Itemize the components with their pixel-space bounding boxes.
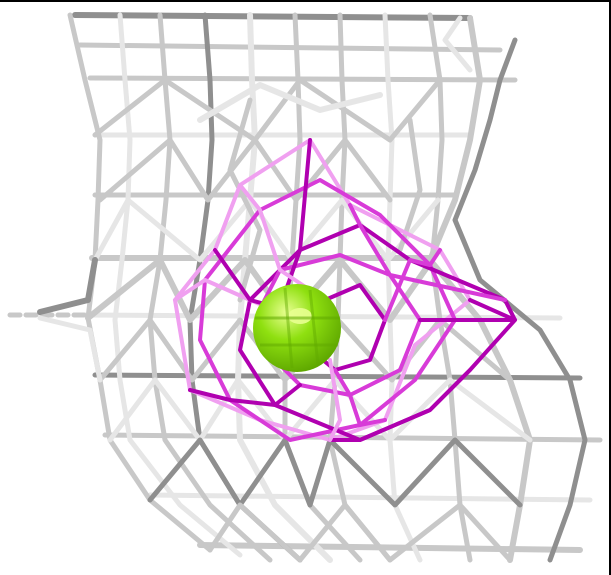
outer-isosurface-mesh <box>7 12 603 563</box>
outer-mesh-brace <box>227 97 263 303</box>
outer-mesh-brace <box>197 82 383 123</box>
outer-mesh-strut <box>147 12 273 563</box>
outer-mesh-brace <box>97 137 393 203</box>
outer-mesh-band <box>197 542 583 553</box>
outer-mesh-brace <box>442 15 473 73</box>
ligand-sphere-crossing-strut <box>283 287 294 369</box>
outer-mesh-brace <box>397 117 423 253</box>
outer-mesh-strut <box>427 12 473 563</box>
inner-mesh-spoke <box>328 368 472 442</box>
viewer-right-border <box>609 0 611 575</box>
outer-mesh-spike <box>37 315 103 383</box>
outer-mesh-strut <box>382 12 423 563</box>
outer-mesh-band <box>72 12 473 21</box>
outer-mesh-brace <box>85 257 435 323</box>
outer-mesh-brace <box>92 197 441 263</box>
inner-mesh-spoke <box>418 298 517 322</box>
outer-mesh-spike <box>37 257 98 315</box>
inner-mesh-spoke <box>333 368 387 427</box>
outer-mesh-brace <box>92 77 443 143</box>
outer-mesh-brace <box>147 437 523 508</box>
ligand-sphere-highlight <box>288 308 312 324</box>
inner-mesh-loop <box>198 178 457 442</box>
ligand-sphere[interactable] <box>253 284 341 372</box>
outer-mesh-strut <box>452 37 588 563</box>
inner-mesh-spoke <box>348 203 507 302</box>
inner-mesh-spoke <box>328 358 342 442</box>
outer-mesh-band <box>77 42 503 53</box>
ligand-sphere-body <box>253 284 341 372</box>
viewer-top-border <box>0 0 611 2</box>
ligand-sphere-crossing-strut <box>308 289 320 366</box>
inner-mesh-spoke <box>383 248 442 322</box>
inner-mesh-spoke <box>188 383 302 407</box>
outer-mesh-brace <box>207 502 513 563</box>
